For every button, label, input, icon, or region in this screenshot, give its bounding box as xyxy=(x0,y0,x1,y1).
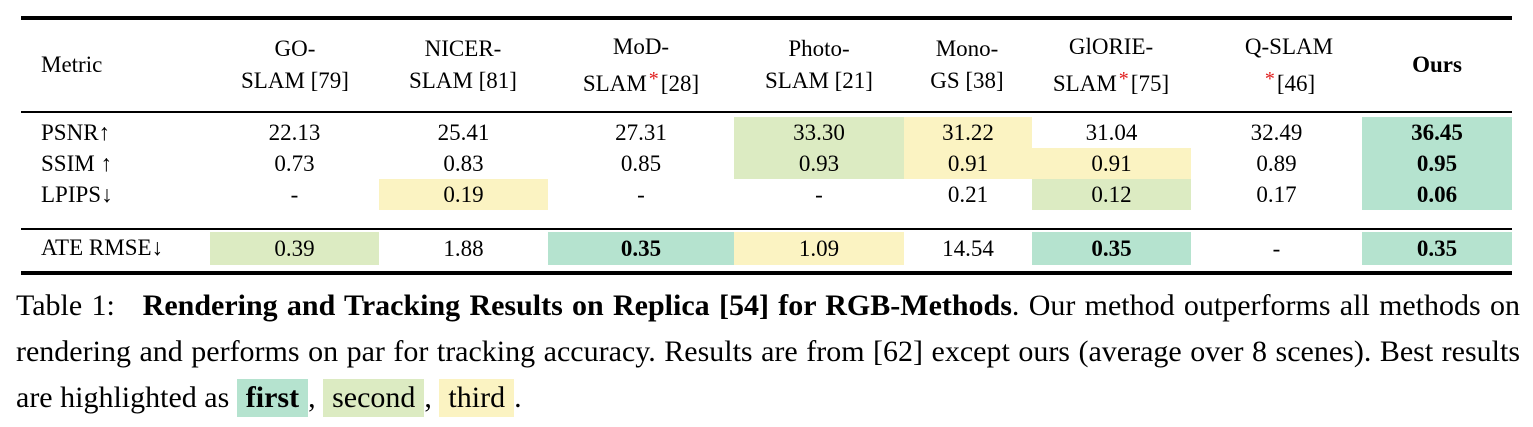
asterisk-mark: * xyxy=(1264,67,1275,90)
header-line2: SLAM [81] xyxy=(409,65,517,97)
table-header-rule xyxy=(21,111,1512,113)
header-col-0: GO- SLAM [79] xyxy=(205,32,385,98)
header-col-6: Q-SLAM *[46] xyxy=(1199,32,1379,98)
table-cell: 0.39 xyxy=(210,232,379,265)
table-cell: 0.73 xyxy=(274,150,315,176)
header-col-1: NICER- SLAM [81] xyxy=(373,32,553,98)
header-line1: NICER- xyxy=(424,36,502,61)
caption-sep: , xyxy=(308,381,316,414)
table-cell: 25.41 xyxy=(437,119,490,145)
table-cell: 0.21 xyxy=(947,181,989,207)
legend-second: second xyxy=(323,379,425,417)
caption-end: . xyxy=(514,381,522,414)
table-cell: 0.35 xyxy=(1032,232,1191,265)
table-cell: - xyxy=(290,181,299,207)
header-line2: SLAM [79] xyxy=(241,65,349,97)
table-cell: 0.91 xyxy=(904,148,1032,179)
header-line1: MoD- xyxy=(612,33,670,59)
header-metric: Metric xyxy=(41,32,211,98)
header-line2: *[46] xyxy=(1263,63,1315,100)
header-name: SLAM [79] xyxy=(241,68,349,93)
row-label: SSIM ↑ xyxy=(41,150,112,176)
table-cell: 0.12 xyxy=(1032,179,1191,210)
header-ref: [75] xyxy=(1130,70,1170,96)
table-top-rule xyxy=(21,16,1512,20)
table-cell: 32.49 xyxy=(1250,119,1303,145)
table-cell: - xyxy=(637,181,645,207)
table-cell: 0.19 xyxy=(379,179,548,210)
header-name: SLAM [81] xyxy=(409,68,517,93)
table-cell: 0.17 xyxy=(1256,181,1297,207)
table-cell: 31.04 xyxy=(1085,119,1138,145)
table-cell: 0.35 xyxy=(548,232,734,265)
header-line2: SLAM [21] xyxy=(765,65,873,97)
header-col-2: MoD- SLAM *[28] xyxy=(551,32,731,98)
table-cell: 27.31 xyxy=(615,119,667,145)
asterisk-mark: * xyxy=(648,67,659,90)
header-line1: GlORIE- xyxy=(1068,33,1154,59)
caption-sep: , xyxy=(424,381,432,414)
header-line2: SLAM *[75] xyxy=(1053,63,1169,100)
table-section-rule xyxy=(21,228,1512,230)
header-line1: Ours xyxy=(1412,52,1462,77)
header-line1: Mono- xyxy=(935,36,999,61)
table-cell: 0.35 xyxy=(1362,232,1512,265)
header-col-5: GlORIE- SLAM *[75] xyxy=(1021,32,1201,98)
header-col-4: Mono- GS [38] xyxy=(877,32,1057,98)
header-name: SLAM [21] xyxy=(765,68,873,93)
table-caption: Table 1: Rendering and Tracking Results … xyxy=(16,283,1520,421)
header-ref: [28] xyxy=(660,70,700,96)
header-col-7: Ours xyxy=(1347,32,1527,98)
table-cell: 0.89 xyxy=(1256,150,1297,176)
header-name: SLAM xyxy=(582,70,647,96)
row-label: LPIPS↓ xyxy=(41,181,113,207)
table-cell: 1.09 xyxy=(734,232,904,265)
table-cell: 0.85 xyxy=(620,150,662,176)
table-cell: 33.30 xyxy=(734,117,904,148)
header-line1: GO- xyxy=(274,36,316,61)
header-line1: Q-SLAM xyxy=(1244,33,1334,59)
header-ref: [46] xyxy=(1276,70,1316,96)
table-cell: 0.95 xyxy=(1362,148,1512,179)
header-line2: GS [38] xyxy=(930,65,1003,97)
header-line1: Photo- xyxy=(788,36,850,61)
table-cell: 0.91 xyxy=(1032,148,1191,179)
legend-third: third xyxy=(439,379,515,417)
caption-title: Rendering and Tracking Results on Replic… xyxy=(142,289,1012,322)
header-line2: SLAM *[28] xyxy=(583,63,699,100)
table-bottom-rule xyxy=(21,271,1512,275)
header-metric-label: Metric xyxy=(41,52,103,77)
table-cell: 1.88 xyxy=(443,235,484,261)
row-label: PSNR↑ xyxy=(41,119,111,145)
table-cell: - xyxy=(815,181,823,207)
header-name: SLAM xyxy=(1052,70,1117,96)
row-label: ATE RMSE↓ xyxy=(41,234,164,260)
caption-prefix: Table 1: xyxy=(16,289,115,322)
table-cell: 0.93 xyxy=(734,148,904,179)
caption-text: . Our method outperforms all methods on … xyxy=(16,289,1521,414)
table-cell: 0.06 xyxy=(1362,179,1512,210)
table-cell: - xyxy=(1272,235,1281,261)
table-cell: 22.13 xyxy=(268,119,321,145)
legend-first: first xyxy=(236,379,309,417)
table-cell: 0.83 xyxy=(443,150,484,176)
table-cell: 36.45 xyxy=(1362,117,1512,148)
table-cell: 14.54 xyxy=(942,235,994,261)
asterisk-mark: * xyxy=(1118,67,1129,90)
table-cell: 31.22 xyxy=(904,117,1032,148)
header-name: GS [38] xyxy=(930,68,1004,93)
header-col-3: Photo- SLAM [21] xyxy=(729,32,909,98)
